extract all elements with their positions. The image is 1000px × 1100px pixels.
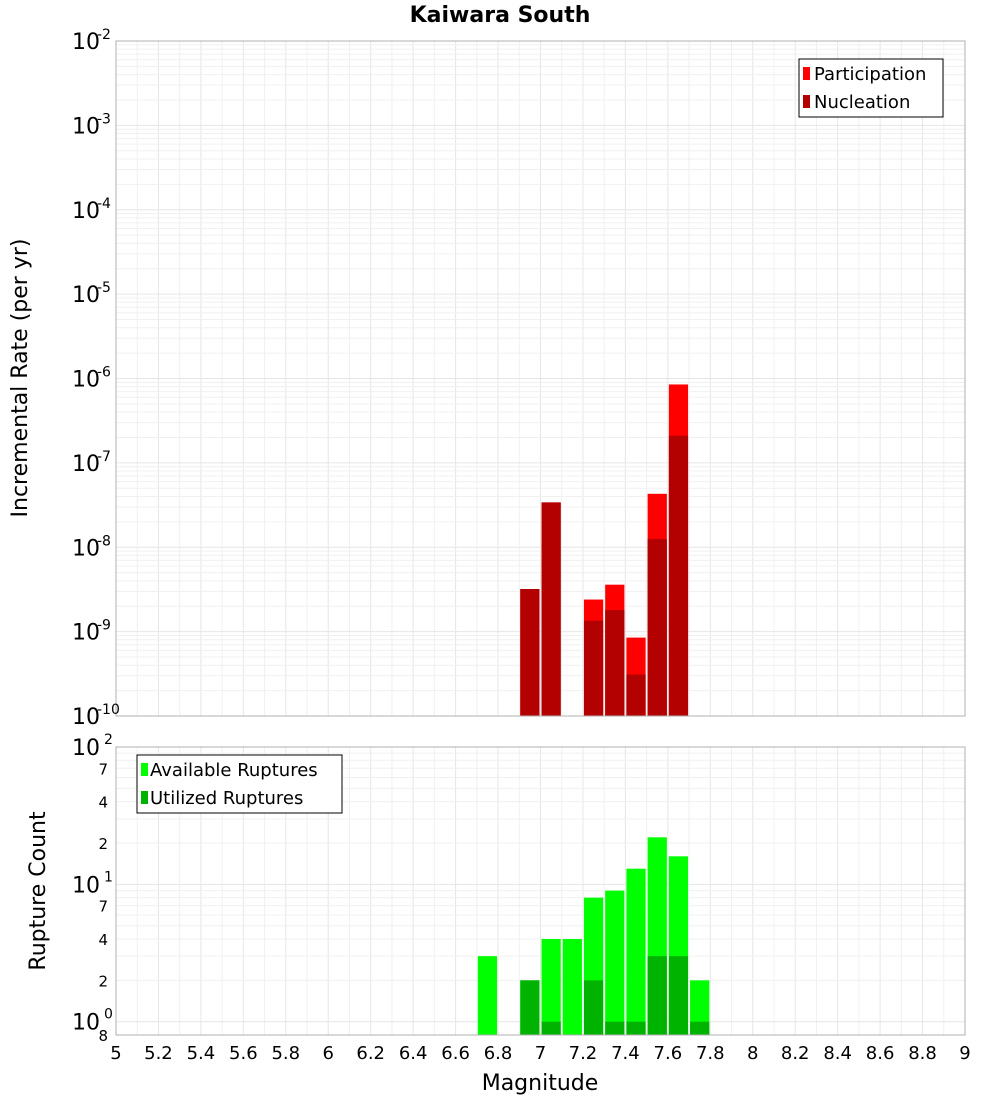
- top-series-1-bar: [647, 539, 667, 716]
- top-y-tick-label: 10: [72, 283, 100, 308]
- bottom-y-tick-label: 10: [72, 736, 100, 761]
- bottom-y-minor-tick-label: 7: [98, 898, 108, 916]
- x-axis-title: Magnitude: [482, 1071, 599, 1096]
- top-series-1-bar: [520, 589, 540, 716]
- bottom-y-minor-tick-label: 4: [98, 794, 108, 812]
- bottom-series-0-bar: [626, 868, 646, 1035]
- bottom-series-0-bar: [605, 890, 625, 1035]
- bottom-y-axis-title: Rupture Count: [26, 811, 51, 971]
- top-y-tick-label: 10: [72, 536, 100, 561]
- legend-available-ruptures-label: Available Ruptures: [150, 760, 318, 781]
- top-series-1-bar: [541, 502, 561, 716]
- bottom-series-0-bar: [541, 939, 561, 1035]
- bottom-legend: Available Ruptures Utilized Ruptures: [136, 754, 343, 814]
- chart-title: Kaiwara South: [410, 3, 591, 28]
- bottom-series-0-bar: [690, 980, 710, 1035]
- top-y-tick-exponent: -7: [97, 449, 111, 465]
- top-y-tick-exponent: -10: [97, 702, 120, 718]
- x-tick-label: 5.2: [144, 1043, 173, 1064]
- top-y-tick-exponent: -4: [97, 196, 111, 212]
- x-tick-label: 7.6: [654, 1043, 683, 1064]
- bottom-plot-bars: [477, 837, 710, 1035]
- top-y-tick-label: 10: [72, 705, 100, 730]
- x-tick-label: 8.8: [908, 1043, 937, 1064]
- bottom-plot-frame: [115, 746, 966, 1036]
- top-series-1-bar: [668, 435, 689, 716]
- top-plot-bars: [520, 384, 689, 716]
- top-series-1-bar: [583, 620, 604, 716]
- top-y-tick-label: 10: [72, 621, 100, 646]
- bottom-series-0-bar: [477, 956, 498, 1035]
- x-tick-label: 8.6: [866, 1043, 895, 1064]
- top-plot-grid: [115, 41, 966, 717]
- top-legend-box: [798, 58, 944, 118]
- bottom-series-0-bar: [562, 939, 582, 1035]
- x-tick-label: 8.4: [823, 1043, 852, 1064]
- legend-nucleation-swatch: [803, 95, 810, 108]
- bottom-series-1-bar: [520, 980, 540, 1035]
- x-axis-ticks: 5 5.2 5.4 5.6 5.8 6 6.2 6.4 6.6 6.8 7 7.2 7.4 7.6 7.8 8…: [110, 1043, 970, 1064]
- bottom-series-1-bar: [647, 956, 667, 1035]
- bottom-y-tick-label: 10: [72, 873, 100, 898]
- bottom-series-1-bar: [690, 1021, 710, 1035]
- bottom-y-minor-tick-label: 8: [98, 1027, 108, 1045]
- legend-participation-swatch: [803, 67, 810, 80]
- bottom-y-tick-exponent: 1: [104, 869, 113, 885]
- legend-nucleation-label: Nucleation: [814, 92, 910, 113]
- top-y-tick-label: 10: [72, 30, 100, 55]
- top-y-tick-exponent: -9: [97, 618, 111, 634]
- legend-available-ruptures-swatch: [141, 763, 148, 776]
- bottom-series-1-bar: [626, 1021, 646, 1035]
- x-tick-label: 6: [323, 1043, 334, 1064]
- legend-utilized-ruptures-label: Utilized Ruptures: [150, 788, 303, 809]
- top-y-tick-exponent: -2: [97, 27, 111, 43]
- x-tick-label: 8: [747, 1043, 758, 1064]
- x-tick-label: 7: [535, 1043, 546, 1064]
- bottom-y-tick-exponent: 2: [104, 732, 113, 748]
- top-series-1-bar: [605, 610, 625, 716]
- x-tick-label: 6.4: [399, 1043, 428, 1064]
- bottom-series-1-bar: [605, 1021, 625, 1035]
- bottom-y-minor-tick-label: 2: [98, 972, 108, 990]
- x-tick-label: 6.6: [441, 1043, 470, 1064]
- bottom-y-tick-label: 10: [72, 1011, 100, 1036]
- x-tick-label: 5: [110, 1043, 121, 1064]
- top-y-axis-title: Incremental Rate (per yr): [8, 239, 33, 518]
- x-tick-label: 8.2: [781, 1043, 810, 1064]
- bottom-series-1-bar: [668, 956, 689, 1035]
- top-y-tick-label: 10: [72, 368, 100, 393]
- x-tick-label: 5.4: [187, 1043, 216, 1064]
- bottom-y-minor-tick-label: 4: [98, 931, 108, 949]
- x-tick-label: 7.8: [696, 1043, 725, 1064]
- x-tick-label: 5.8: [271, 1043, 300, 1064]
- top-y-tick-exponent: -3: [97, 111, 111, 127]
- x-tick-label: 7.2: [569, 1043, 598, 1064]
- legend-participation-label: Participation: [814, 64, 926, 85]
- x-tick-label: 6.2: [356, 1043, 385, 1064]
- top-y-tick-label: 10: [72, 199, 100, 224]
- top-y-tick-label: 10: [72, 452, 100, 477]
- x-tick-label: 7.4: [611, 1043, 640, 1064]
- legend-utilized-ruptures-swatch: [141, 791, 148, 804]
- top-plot-frame: [115, 40, 966, 717]
- bottom-y-tick-exponent: 0: [104, 1007, 113, 1023]
- bottom-y-minor-tick-label: 2: [98, 835, 108, 853]
- top-legend: Participation Nucleation: [798, 58, 944, 118]
- bottom-series-1-bar: [583, 980, 604, 1035]
- x-tick-label: 6.8: [484, 1043, 513, 1064]
- top-series-1-bar: [626, 674, 646, 716]
- top-y-tick-exponent: -8: [97, 533, 111, 549]
- bottom-legend-box: [136, 754, 343, 814]
- bottom-series-1-bar: [541, 1021, 561, 1035]
- x-tick-label: 9: [959, 1043, 970, 1064]
- top-y-tick-exponent: -6: [97, 365, 111, 381]
- bottom-y-minor-tick-label: 7: [98, 760, 108, 778]
- top-y-tick-label: 10: [72, 114, 100, 139]
- top-y-tick-exponent: -5: [97, 280, 111, 296]
- x-tick-label: 5.6: [229, 1043, 258, 1064]
